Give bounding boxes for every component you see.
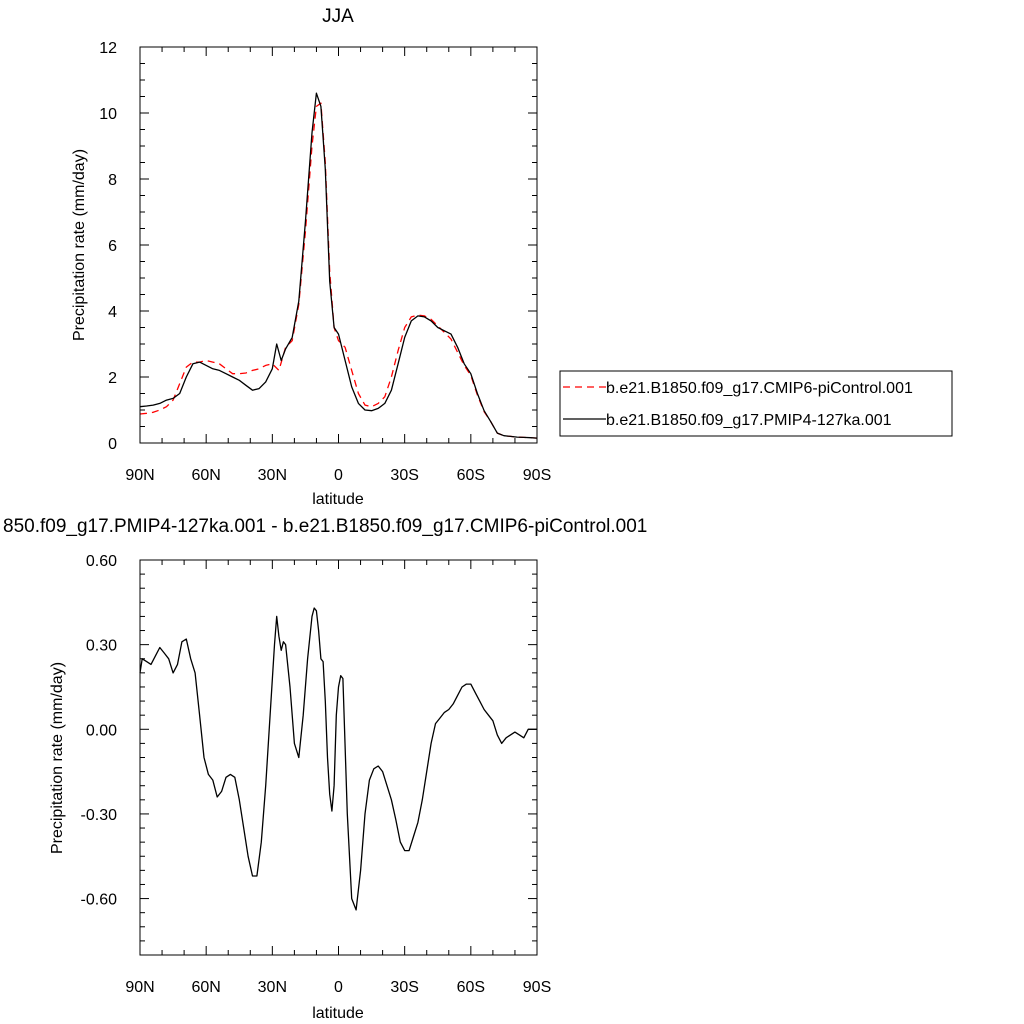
bottom-y-axis-ticks: 0.60 0.30 0.00 -0.30 -0.60: [81, 553, 537, 956]
top-y-tick-label: 4: [108, 304, 117, 321]
top-panel: JJA 90N 60N 30N 0 30S 60S 90S 0 2 4 6 8 10 12 latitu…: [71, 6, 551, 508]
bottom-x-tick-label: 30N: [258, 979, 287, 996]
top-x-tick-label: 90N: [125, 467, 154, 484]
top-series-line-1: [139, 92, 538, 439]
bottom-y-tick-label: 0.00: [86, 722, 117, 739]
bottom-y-tick-label: 0.60: [86, 553, 117, 570]
legend-label-127ka: b.e21.B1850.f09_g17.PMIP4-127ka.001: [606, 412, 892, 429]
top-x-tick-label: 60S: [457, 467, 485, 484]
top-x-tick-label: 90S: [523, 467, 551, 484]
top-y-axis-label: Precipitation rate (mm/day): [71, 149, 88, 341]
top-x-tick-label: 0: [334, 467, 343, 484]
top-x-tick-label: 30S: [390, 467, 418, 484]
top-panel-series-group: [139, 92, 538, 439]
bottom-panel-title: 850.f09_g17.PMIP4-127ka.001 - b.e21.B185…: [3, 516, 647, 537]
bottom-panel: 850.f09_g17.PMIP4-127ka.001 - b.e21.B185…: [3, 516, 647, 1022]
top-y-tick-label: 8: [108, 172, 117, 189]
bottom-y-tick-label: 0.30: [86, 638, 117, 655]
bottom-panel-series-group: [139, 607, 537, 911]
top-plot-frame: [139, 46, 538, 444]
bottom-y-tick-label: -0.60: [81, 892, 118, 909]
top-x-axis-ticks: 90N 60N 30N 0 30S 60S 90S: [125, 47, 551, 484]
bottom-x-tick-label: 90S: [523, 979, 551, 996]
top-x-axis-label: latitude: [312, 491, 364, 508]
bottom-x-tick-label: 30S: [390, 979, 418, 996]
bottom-x-axis-label: latitude: [312, 1005, 364, 1022]
top-y-axis-ticks: 0 2 4 6 8 10 12: [99, 40, 537, 453]
top-x-tick-label: 30N: [258, 467, 287, 484]
top-y-tick-label: 10: [99, 106, 117, 123]
bottom-x-axis-ticks: 90N 60N 30N 0 30S 60S 90S: [125, 560, 551, 996]
legend: b.e21.B1850.f09_g17.CMIP6-piControl.001 …: [559, 370, 953, 437]
bottom-x-tick-label: 60S: [457, 979, 485, 996]
top-series-line-0: [139, 102, 538, 439]
top-y-tick-label: 6: [108, 238, 117, 255]
top-y-tick-label: 0: [108, 436, 117, 453]
top-y-tick-label: 2: [108, 370, 117, 387]
bottom-x-tick-label: 0: [334, 979, 343, 996]
top-y-tick-label: 12: [99, 40, 117, 57]
bottom-series-line-0: [139, 607, 537, 911]
bottom-y-axis-label: Precipitation rate (mm/day): [49, 662, 66, 854]
bottom-y-tick-label: -0.30: [81, 807, 118, 824]
top-x-tick-label: 60N: [191, 467, 220, 484]
bottom-x-tick-label: 90N: [125, 979, 154, 996]
top-panel-title: JJA: [322, 6, 354, 27]
legend-box: [559, 370, 953, 437]
bottom-plot-frame: [139, 559, 538, 956]
legend-label-control: b.e21.B1850.f09_g17.CMIP6-piControl.001: [606, 380, 913, 397]
bottom-x-tick-label: 60N: [191, 979, 220, 996]
